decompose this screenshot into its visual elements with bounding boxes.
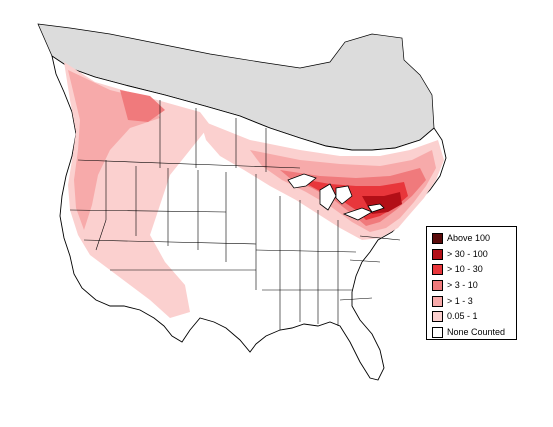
legend-label: Above 100 [447, 233, 491, 244]
legend-swatch [432, 311, 443, 323]
legend-swatch [432, 280, 443, 292]
political-borders [69, 100, 401, 330]
legend-label: > 3 - 10 [447, 280, 478, 291]
legend-swatch [432, 264, 443, 276]
legend-label: None Counted [447, 326, 506, 337]
legend-item-0-05-1: 0.05 - 1 [432, 309, 516, 325]
legend-swatch [432, 248, 443, 260]
legend-label: > 10 - 30 [447, 264, 483, 275]
legend-label: 0.05 - 1 [447, 311, 478, 322]
legend-item-above-100: Above 100 [432, 231, 516, 247]
map-legend: Above 100 > 30 - 100 > 10 - 30 > 3 - 10 … [426, 226, 517, 340]
great-lakes [287, 173, 385, 221]
legend-item-10-30: > 10 - 30 [432, 262, 516, 278]
legend-label: > 30 - 100 [447, 248, 488, 259]
legend-swatch [432, 326, 443, 338]
legend-swatch [432, 233, 443, 245]
legend-item-none-counted: None Counted [432, 325, 516, 341]
legend-label: > 1 - 3 [447, 295, 473, 306]
legend-item-1-3: > 1 - 3 [432, 293, 516, 309]
legend-item-3-10: > 3 - 10 [432, 278, 516, 294]
legend-item-30-100: > 30 - 100 [432, 247, 516, 263]
legend-swatch [432, 295, 443, 307]
abundance-zone-mountain [120, 90, 165, 122]
